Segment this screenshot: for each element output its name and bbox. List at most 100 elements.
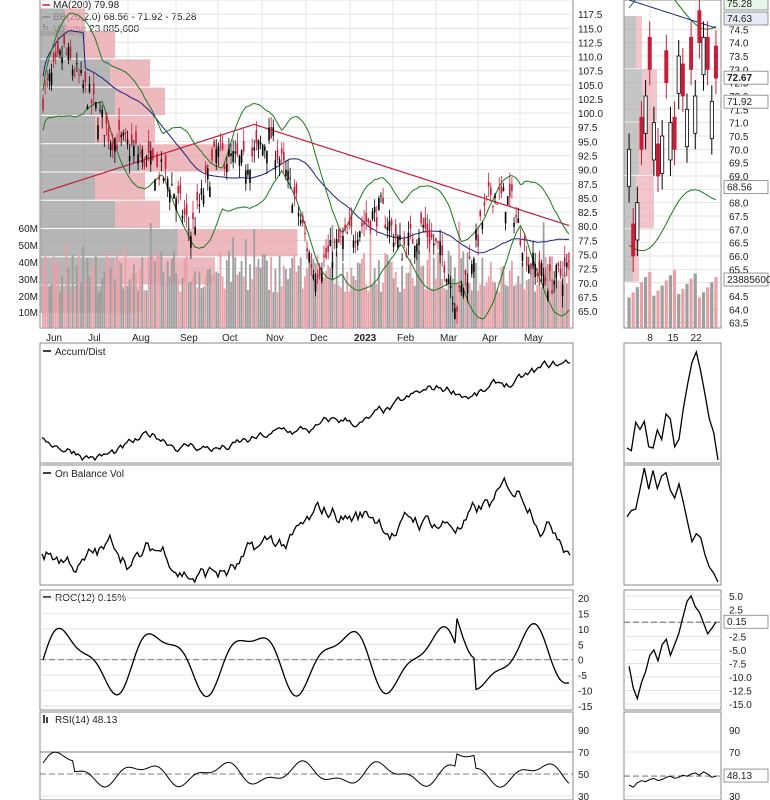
vbp-down-bar [115,87,165,115]
volume-bar [242,276,245,328]
candle-body [430,233,433,238]
volume-bar [101,277,104,328]
volume-bar [111,263,114,328]
zoom-price-tick-label: 66.5 [729,239,749,250]
candle-body [407,232,410,247]
volume-bar [177,277,180,328]
volume-bar [257,258,260,328]
candle-body [490,187,492,196]
zoom-candle-body [656,143,661,177]
zoom-volume-bar [652,295,656,328]
volume-bar [202,286,205,328]
zoom-price-tick-label: 67.5 [729,212,749,223]
candle-body [494,194,496,199]
overlay-lines [42,0,717,320]
badge-upper-band-bg [723,0,769,11]
volume-bar [299,257,302,328]
candle-body [392,242,395,248]
candle-body [114,138,116,152]
zoom-candle-body [709,100,714,140]
volume-bar [287,279,289,328]
volume-bar [213,273,216,328]
roc-tick-label: -5 [578,671,587,682]
candle-body [234,151,237,154]
zoom-price-tick-label: 63.5 [729,319,749,330]
candle-body [403,236,406,246]
roc-tick-label: 5 [578,640,584,651]
candle-body [103,135,106,137]
candle-body [388,221,391,232]
volume-bar [523,289,526,328]
volume-bar [69,291,72,328]
zoom-obv-panel-frame [623,464,722,586]
zoom-roc-tick-label: 2.5 [729,606,743,617]
price-tick-label: 102.5 [578,95,603,106]
zoom-ma50-line [628,0,717,29]
volume-bar [479,284,482,328]
volume-bar [276,292,279,328]
candle-body [86,106,89,109]
volume-bar [128,279,131,328]
rsi-tick-label: 90 [578,726,590,737]
zoom-volume-bar [660,285,664,328]
volume-bar [88,276,91,328]
zoom-vbp-up-bar [624,16,636,69]
volume-bar [266,260,268,328]
volume-bar [492,281,494,328]
volume-bar [310,254,313,328]
candle-body [69,46,72,59]
volume-bar [304,276,306,328]
zoom-roc-tick-label: -5.0 [729,646,747,657]
volume-bar [519,283,522,328]
candle-body [249,170,251,183]
candle-body [287,170,289,181]
candle-body [289,177,291,179]
volume-bar [268,289,270,328]
volume-bar [392,278,395,328]
roc-tick-label: -15 [578,702,593,713]
zoom-rsi-tick-label: 30 [729,792,741,800]
volume-bar [291,257,294,328]
accum-dist-title: Accum/Dist [43,347,106,358]
zoom-volume-bar [668,275,673,328]
volume-bar [181,277,184,328]
zoom-obv-line [626,467,719,583]
candle-body [568,260,570,262]
zoom-candle-body [684,108,689,148]
volume-bar [274,268,277,328]
candle-body [295,184,298,194]
candle-body [133,145,135,157]
candle-body [147,141,150,153]
candle-body [519,240,522,245]
price-tick-label: 67.5 [578,293,598,304]
volume-bar [521,262,524,328]
zoom-price-tick-label: 71.0 [729,119,749,130]
badge-lower-band-text: 68.56 [727,183,752,194]
zoom-day-tick-label: 22 [690,333,702,344]
candle-body [168,190,171,203]
rsi-title: RSI(14) 48.13 [43,715,118,726]
candle-body [443,265,446,273]
volume-bar [447,250,450,328]
volume-bar [158,256,161,328]
roc-tick-label: -10 [578,687,593,698]
zoom-vbp-up-bar [624,69,642,122]
candle-body [361,222,363,227]
volume-bar [426,259,429,328]
volume-bar [143,290,146,328]
volume-bar [166,261,169,328]
candle-body [399,235,401,240]
candle-body [162,178,165,181]
candle-body [451,302,454,305]
candle-body [555,264,558,278]
volume-bar [553,280,556,328]
candle-body [230,153,232,157]
volume-bar [162,271,165,328]
volume-bar [86,257,89,328]
badge-roc-text: 0.15 [727,617,747,628]
volume-bar [473,263,475,328]
badge-rsi-bg [723,768,769,783]
candle-body [240,150,243,163]
candle-body [42,98,44,111]
